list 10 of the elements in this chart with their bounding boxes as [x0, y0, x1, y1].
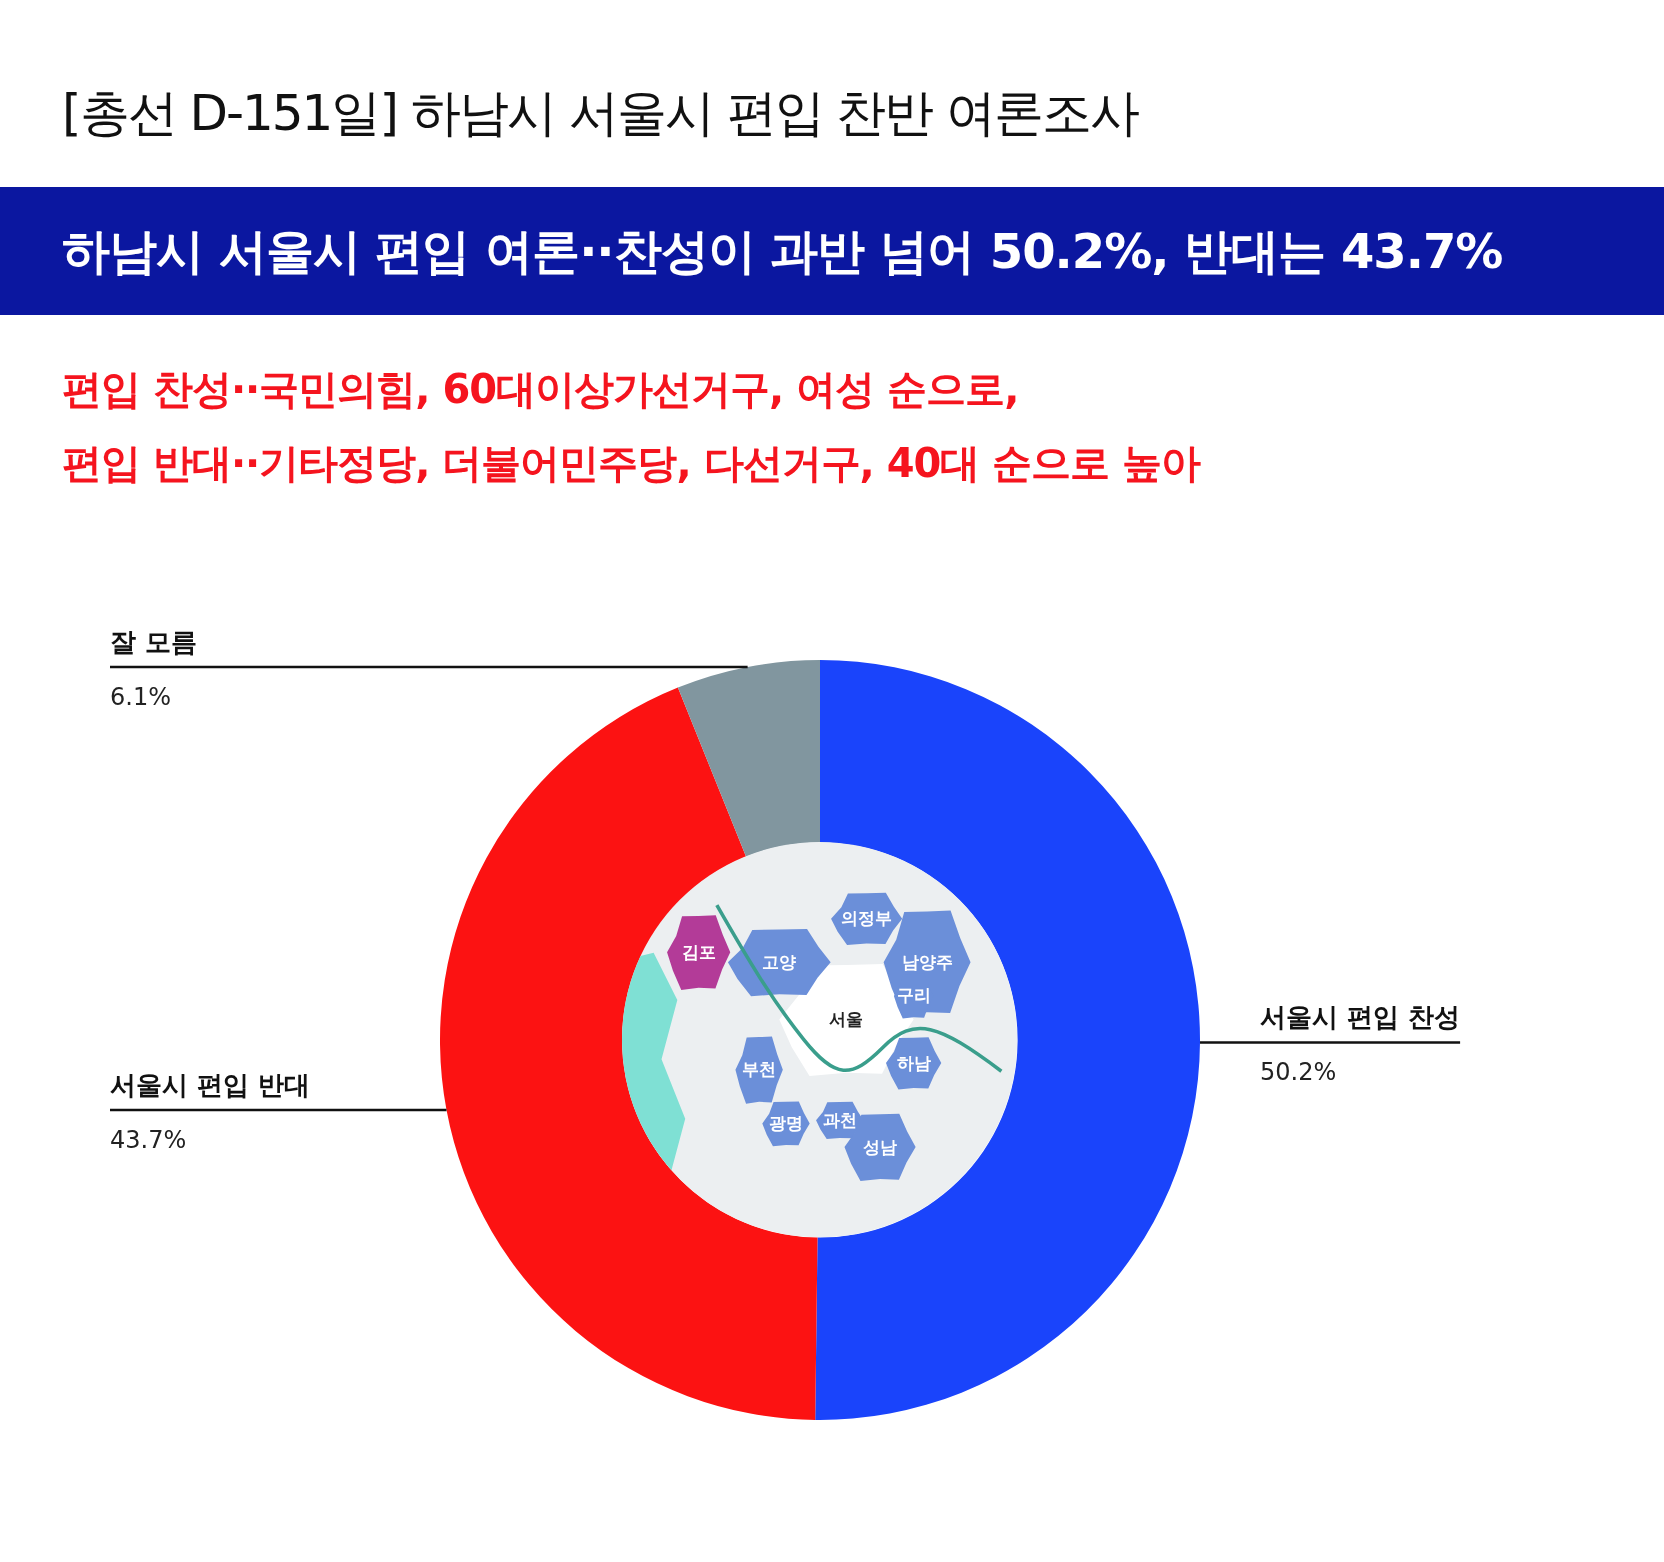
slice-label: 잘 모름 [110, 626, 198, 657]
text: 편입 찬성··국민의힘, 60대이상가선거구, 여성 순으로, [62, 365, 1020, 414]
slice-label: 서울시 편입 찬성 [1260, 1002, 1461, 1033]
chart-subtitle: 하남시 서울시 편입 여론··찬성이 과반 넘어 50.2%, 반대는 43.7% [62, 222, 1503, 281]
text: 편입 반대··기타정당, 더불어민주당, 다선거구, 40대 순으로 높아 [62, 439, 1201, 488]
slice-label: 서울시 편입 반대 [110, 1070, 311, 1101]
data-label: 6.1% [110, 682, 171, 711]
data-label: 43.7% [110, 1126, 187, 1155]
data-label: 50.2% [1260, 1058, 1337, 1087]
chart-title: [총선 D-151일] 하남시 서울시 편입 찬반 여론조사 [62, 83, 1139, 144]
